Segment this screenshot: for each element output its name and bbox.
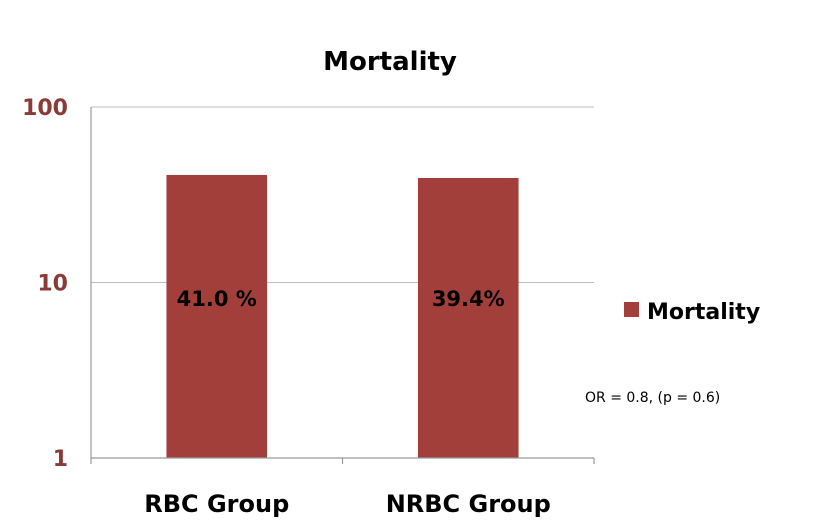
y-tick-label-1: 1 (53, 447, 68, 472)
bar-rbc-group (166, 174, 268, 459)
y-tick-labels: 1 10 100 (22, 96, 68, 472)
data-labels: 41.0 % 39.4% (177, 287, 505, 311)
axes (90, 107, 595, 464)
legend: Mortality (624, 300, 760, 325)
x-tick-labels: RBC Group NRBC Group (144, 490, 551, 518)
legend-label-mortality: Mortality (647, 300, 760, 325)
data-label-rbc-group: 41.0 % (177, 287, 257, 311)
y-tick-label-10: 10 (37, 272, 68, 297)
bar-nrbc-group (417, 177, 519, 458)
odds-ratio-annotation: OR = 0.8, (p = 0.6) (585, 390, 720, 406)
bars (166, 174, 519, 459)
x-tick-label-nrbc-group: NRBC Group (386, 490, 551, 518)
data-label-nrbc-group: 39.4% (432, 287, 505, 311)
legend-swatch-mortality (624, 302, 639, 317)
x-tick-label-rbc-group: RBC Group (144, 490, 289, 518)
chart-title: Mortality (323, 47, 457, 77)
y-tick-label-100: 100 (22, 96, 68, 121)
